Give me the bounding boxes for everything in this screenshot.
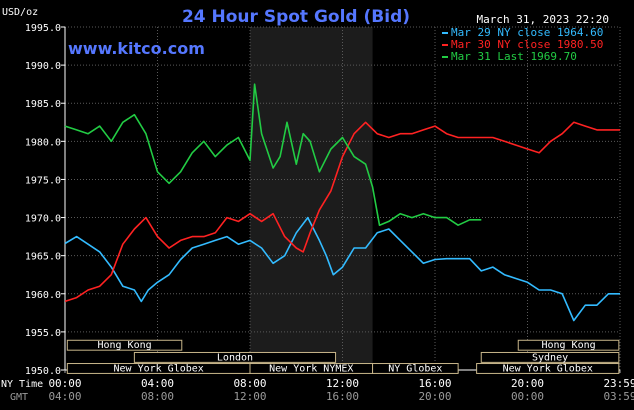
session-bar xyxy=(476,363,620,374)
series-line-3 xyxy=(64,83,482,226)
x-label-gmt: GMT xyxy=(10,392,28,403)
chart-title: 24 Hour Spot Gold (Bid) xyxy=(182,7,410,27)
session-label: New York NYMEX xyxy=(269,363,353,374)
session-label: Sydney xyxy=(532,352,568,363)
y-tick-label: 1965.0 xyxy=(25,252,61,263)
x-tick-label-gmt: 00:00 xyxy=(511,390,544,403)
x-tick-label-ny: 00:00 xyxy=(48,377,81,390)
session-bar xyxy=(66,339,183,351)
x-tick-label-ny: 16:00 xyxy=(418,377,451,390)
series-line-2 xyxy=(64,121,620,303)
legend-entry: Mar 31 Last 1969.70 xyxy=(451,50,577,63)
watermark: www.kitco.com xyxy=(68,39,205,58)
session-bar xyxy=(517,339,620,351)
x-tick-label-gmt: 12:00 xyxy=(233,390,266,403)
session-label: Hong Kong xyxy=(97,340,151,351)
x-tick-label-ny: 12:00 xyxy=(326,377,359,390)
x-tick-label-ny: 04:00 xyxy=(141,377,174,390)
y-tick-label: 1995.0 xyxy=(25,23,61,34)
y-tick-label: 1980.0 xyxy=(25,137,61,148)
series-line-1 xyxy=(64,216,620,322)
highlight-band xyxy=(250,27,373,370)
x-tick-label-gmt: 08:00 xyxy=(141,390,174,403)
session-label: NY Globex xyxy=(388,363,442,374)
session-label: New York Globex xyxy=(503,363,593,374)
y-tick-label: 1990.0 xyxy=(25,61,61,72)
session-bar xyxy=(372,363,459,374)
x-label-ny: NY Time xyxy=(1,379,43,390)
x-tick-label-ny: 23:59 xyxy=(603,377,634,390)
legend-entry: Mar 29 NY close 1964.60 xyxy=(451,26,603,39)
timestamp: March 31, 2023 22:20 xyxy=(477,13,609,26)
session-bar xyxy=(480,351,620,363)
x-tick-label-ny: 20:00 xyxy=(511,377,544,390)
y-tick-label: 1975.0 xyxy=(25,175,61,186)
x-tick-label-gmt: 20:00 xyxy=(418,390,451,403)
currency-label: USD/oz xyxy=(2,7,38,18)
session-label: New York Globex xyxy=(114,363,204,374)
legend-entry: Mar 30 NY close 1980.50 xyxy=(451,38,603,51)
session-label: London xyxy=(217,352,253,363)
y-tick-label: 1955.0 xyxy=(25,328,61,339)
y-tick-label: 1960.0 xyxy=(25,290,61,301)
x-tick-label-gmt: 04:00 xyxy=(48,390,81,403)
x-tick-label-gmt: 16:00 xyxy=(326,390,359,403)
session-bar xyxy=(133,351,337,363)
y-tick-label: 1950.0 xyxy=(25,366,61,377)
session-label: Hong Kong xyxy=(541,340,595,351)
y-tick-label: 1970.0 xyxy=(25,214,61,225)
x-tick-label-ny: 08:00 xyxy=(233,377,266,390)
x-tick-label-gmt: 03:59 xyxy=(603,390,634,403)
y-tick-label: 1985.0 xyxy=(25,99,61,110)
